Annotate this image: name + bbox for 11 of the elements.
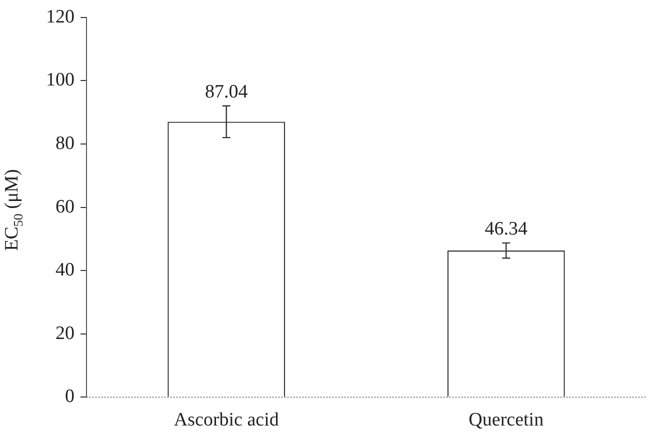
y-tick-label: 120	[46, 6, 74, 28]
y-tick-label: 40	[56, 260, 74, 281]
y-tick-label: 100	[46, 70, 74, 91]
y-tick-label: 80	[56, 132, 74, 154]
x-tick-label: Quercetin	[468, 410, 544, 431]
y-tick-label: 20	[56, 322, 74, 344]
data-label: 87.04	[205, 81, 248, 102]
y-tick-label: 60	[56, 196, 74, 218]
data-label: 46.34	[484, 218, 528, 240]
x-tick-label: Ascorbic acid	[174, 410, 280, 431]
y-tick-label: 0	[65, 386, 74, 408]
